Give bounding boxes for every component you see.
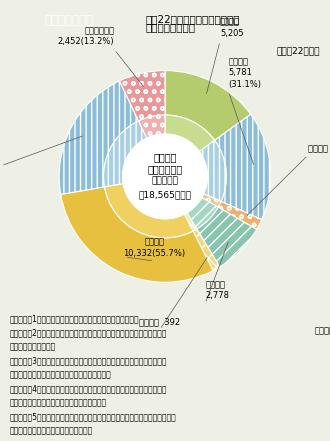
Text: 連携訓練
2,778: 連携訓練 2,778	[205, 280, 229, 300]
Text: 3　「自隊訓練」とは、操縦士の操縦訓練及び航空救助隊員を対: 3 「自隊訓練」とは、操縦士の操縦訓練及び航空救助隊員を対	[10, 357, 167, 366]
Wedge shape	[104, 121, 147, 187]
Wedge shape	[184, 213, 197, 231]
Text: ヘリコプター: ヘリコプター	[148, 164, 182, 174]
Text: 平成22年消防防災ヘリコプター: 平成22年消防防災ヘリコプター	[146, 14, 240, 24]
Wedge shape	[193, 229, 220, 271]
Wedge shape	[202, 194, 221, 207]
Text: 務及び行政業務等をいう。: 務及び行政業務等をいう。	[10, 426, 93, 435]
Text: 総運航時間: 総運航時間	[151, 176, 179, 185]
Wedge shape	[139, 115, 165, 138]
Text: 象とした通信・救助訓練等をいう。: 象とした通信・救助訓練等をいう。	[10, 370, 112, 380]
Text: 単位：時間: 単位：時間	[314, 326, 330, 335]
Text: 災害出動
5,781
(31.1%): 災害出動 5,781 (31.1%)	[228, 57, 261, 89]
Wedge shape	[165, 71, 251, 140]
Text: 応援出動  576: 応援出動 576	[308, 143, 330, 152]
Text: 4　「応援訓練」とは、相互応援協定及び緊急消防援助隊等に基: 4 「応援訓練」とは、相互応援協定及び緊急消防援助隊等に基	[10, 385, 167, 393]
Wedge shape	[197, 207, 257, 267]
Text: その他の業務
2,452(13.2%): その他の業務 2,452(13.2%)	[57, 26, 114, 46]
Text: 5　「その他の業務」とは、試験・検査のための飛行、調査・撮影業: 5 「その他の業務」とは、試験・検査のための飛行、調査・撮影業	[10, 412, 177, 421]
Text: 消防防災: 消防防災	[153, 152, 177, 162]
Text: 2　「連携訓練」とは、管轄区域内の地上部隊等との連携訓練等: 2 「連携訓練」とは、管轄区域内の地上部隊等との連携訓練等	[10, 329, 167, 338]
Text: 第２－６－４図: 第２－６－４図	[45, 14, 94, 27]
Text: 自隊訓練
7,162: 自隊訓練 7,162	[0, 142, 1, 163]
Wedge shape	[215, 114, 271, 220]
Text: の運航時間の内訳: の運航時間の内訳	[146, 22, 196, 33]
Wedge shape	[199, 140, 226, 202]
Text: （備考）　1　「消防防災・震災対策等現況調査」により作成: （備考） 1 「消防防災・震災対策等現況調査」により作成	[10, 315, 140, 324]
Text: 訓練出動
10,332(55.7%): 訓練出動 10,332(55.7%)	[123, 238, 185, 258]
Text: （18,565時間）: （18,565時間）	[139, 190, 191, 199]
Wedge shape	[119, 71, 165, 121]
Wedge shape	[187, 198, 218, 229]
Text: （平成22年中）: （平成22年中）	[277, 46, 320, 55]
Wedge shape	[59, 81, 139, 194]
Circle shape	[123, 134, 207, 219]
Text: 応援訓練  392: 応援訓練 392	[139, 318, 180, 327]
Wedge shape	[218, 202, 262, 229]
Wedge shape	[165, 115, 215, 152]
Text: づく出動を想定した訓練をいう。: づく出動を想定した訓練をいう。	[10, 398, 107, 407]
Wedge shape	[105, 183, 193, 238]
Wedge shape	[61, 187, 213, 282]
Text: をいう。: をいう。	[10, 343, 56, 351]
Text: 管内出動
5,205: 管内出動 5,205	[220, 18, 244, 38]
